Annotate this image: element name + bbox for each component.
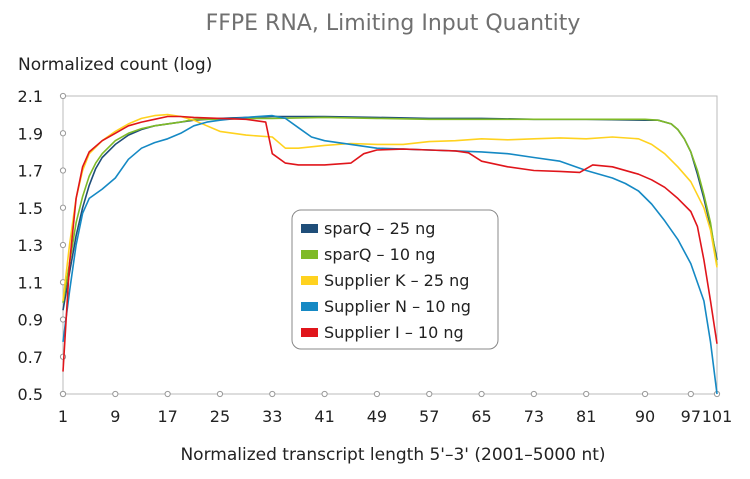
y-tick-marker (59, 204, 67, 211)
y-axis-label: Normalized count (log) (18, 55, 212, 75)
legend-swatch (301, 328, 318, 337)
x-tick-label: 25 (210, 407, 230, 426)
y-tick-marker (59, 167, 67, 174)
x-tick-marker (426, 390, 433, 398)
y-axis: 0.5 0.7 0.9 1.1 1.3 1.5 1.7 1.9 2.1 (18, 87, 67, 404)
x-tick-label: 73 (524, 407, 544, 426)
x-tick-marker (216, 390, 224, 398)
x-tick-label: 17 (157, 407, 177, 426)
x-tick-label: 81 (576, 407, 596, 426)
y-tick-label: 2.1 (18, 87, 43, 106)
chart-title: FFPE RNA, Limiting Input Quantity (206, 11, 581, 36)
x-tick-label: 41 (314, 407, 334, 426)
y-tick-label: 0.7 (18, 348, 43, 367)
x-tick-label: 90 (635, 407, 655, 426)
legend-box (291, 209, 499, 350)
series-line (62, 114, 718, 395)
x-tick-label: 9 (110, 407, 120, 426)
x-tick-marker (687, 390, 694, 398)
x-tick-marker (59, 390, 67, 398)
legend: sparQ – 25 ng sparQ – 10 ng Supplier K – 2… (301, 219, 471, 342)
y-tick-label: 1.3 (18, 236, 43, 255)
legend-label: Supplier N – 10 ng (324, 297, 471, 316)
legend-swatch (301, 276, 318, 285)
y-tick-label: 1.1 (18, 273, 43, 292)
x-tick-marker (112, 390, 119, 398)
x-tick-label: 33 (262, 407, 282, 426)
y-tick-marker (59, 241, 67, 249)
x-axis-label: Normalized transcript length 5'–3' (2001… (180, 445, 605, 465)
x-tick-label: 57 (419, 407, 439, 426)
y-tick-label: 0.9 (18, 311, 43, 330)
series-lines (62, 113, 718, 395)
y-tick-label: 1.5 (18, 199, 43, 218)
x-tick-label: 97 (681, 407, 701, 426)
legend-label: Supplier K – 25 ng (324, 271, 469, 290)
series-line (62, 116, 718, 303)
x-tick-marker (530, 390, 537, 398)
y-tick-marker (59, 92, 67, 100)
legend-swatch (301, 224, 318, 233)
legend-label: sparQ – 25 ng (324, 219, 435, 238)
x-tick-marker (583, 390, 590, 398)
x-axis: 1 9 17 25 33 41 49 57 65 73 81 90 97 101 (58, 390, 733, 426)
x-tick-marker (641, 390, 649, 398)
x-tick-marker (269, 390, 276, 398)
x-tick-marker (164, 390, 171, 398)
legend-swatch (301, 302, 318, 311)
series-line (62, 113, 718, 301)
y-tick-label: 1.9 (18, 124, 43, 143)
x-tick-marker (321, 390, 328, 398)
x-tick-label: 1 (58, 407, 68, 426)
x-tick-marker (373, 390, 381, 398)
y-tick-label: 0.5 (18, 385, 43, 404)
series-line (62, 115, 718, 372)
x-tick-marker (478, 390, 485, 398)
x-tick-label: 49 (367, 407, 387, 426)
y-tick-label: 1.7 (18, 162, 43, 181)
y-tick-marker (59, 130, 67, 137)
x-tick-label: 65 (471, 407, 491, 426)
y-tick-marker (59, 316, 67, 323)
legend-label: Supplier I – 10 ng (324, 323, 464, 342)
x-tick-label: 101 (702, 407, 733, 426)
legend-swatch (301, 250, 318, 259)
legend-label: sparQ – 10 ng (324, 245, 435, 264)
